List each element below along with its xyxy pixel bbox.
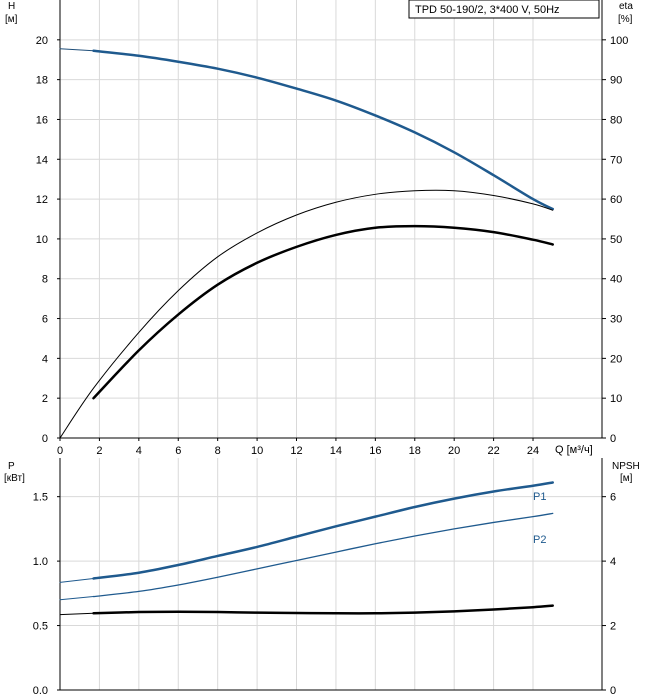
npsh-axis-label: NPSH xyxy=(612,461,640,472)
tick-label-left: 16 xyxy=(36,114,48,126)
series-line-p1 xyxy=(92,481,554,580)
tick-label-left: 0.5 xyxy=(33,621,48,633)
h-axis-unit: [м] xyxy=(5,14,18,25)
tick-label-x: 2 xyxy=(96,445,102,457)
tick-label-x: 6 xyxy=(175,445,181,457)
series-line-p1-ext xyxy=(59,578,95,583)
tick-label-right: 60 xyxy=(610,194,622,206)
tick-label-left: 0.0 xyxy=(33,685,48,697)
p-axis-unit: [кВт] xyxy=(4,473,25,484)
power-npsh-panel: 0.0 0.5 1.0 1.5 0 2 4 6 P [кВт] NPSH [м] P1 P2 xyxy=(4,458,640,697)
tick-label-left: 8 xyxy=(42,274,48,286)
p2-series-label: P2 xyxy=(533,534,546,546)
npsh-axis-unit: [м] xyxy=(620,473,633,484)
series-line-npsh xyxy=(92,604,554,615)
series-line-p2 xyxy=(92,512,554,598)
tick-label-right: 100 xyxy=(610,35,628,47)
tick-label-x: 24 xyxy=(527,445,539,457)
tick-label-right: 50 xyxy=(610,234,622,246)
eta-axis-unit: [%] xyxy=(618,14,633,25)
tick-label-right: 80 xyxy=(610,114,622,126)
series-line-p2-ext xyxy=(59,596,95,601)
tick-label-right: 0 xyxy=(610,433,616,445)
tick-label-x: 22 xyxy=(487,445,499,457)
series-line-eta-thin xyxy=(59,189,554,439)
series-line-h xyxy=(92,49,554,211)
p1-series-label: P1 xyxy=(533,491,546,503)
tick-label-left: 4 xyxy=(42,353,48,365)
head-efficiency-panel: 0246810121416182001020304050607080901000… xyxy=(5,0,633,457)
tick-label-left: 18 xyxy=(36,75,48,87)
tick-label-x: 4 xyxy=(136,445,142,457)
tick-label-right: 70 xyxy=(610,154,622,166)
tick-label-right: 2 xyxy=(610,621,616,633)
tick-label-right: 30 xyxy=(610,314,622,326)
tick-label-left: 1.0 xyxy=(33,556,48,568)
tick-label-right: 4 xyxy=(610,556,616,568)
tick-label-right: 0 xyxy=(610,685,616,697)
tick-label-left: 12 xyxy=(36,194,48,206)
h-axis-label: H xyxy=(8,1,15,12)
tick-label-left: 14 xyxy=(36,154,48,166)
tick-label-x: 8 xyxy=(215,445,221,457)
p-axis-label: P xyxy=(8,461,15,472)
tick-label-x: 10 xyxy=(251,445,263,457)
tick-label-right: 40 xyxy=(610,274,622,286)
tick-label-left: 6 xyxy=(42,314,48,326)
tick-label-x: 18 xyxy=(409,445,421,457)
series-line-h-ext xyxy=(59,48,95,52)
tick-label-right: 10 xyxy=(610,393,622,405)
tick-label-right: 6 xyxy=(610,492,616,504)
tick-label-right: 90 xyxy=(610,75,622,87)
eta-axis-label: eta xyxy=(619,1,633,12)
title-box: TPD 50-190/2, 3*400 V, 50Hz xyxy=(408,0,600,19)
series-line-npsh-ext xyxy=(59,612,95,616)
tick-label-right: 20 xyxy=(610,353,622,365)
chart-title: TPD 50-190/2, 3*400 V, 50Hz xyxy=(415,4,560,16)
tick-label-x: 20 xyxy=(448,445,460,457)
tick-label-x: 12 xyxy=(290,445,302,457)
tick-label-left: 1.5 xyxy=(33,492,48,504)
tick-label-left: 2 xyxy=(42,393,48,405)
x-axis-label: Q [м³/ч] xyxy=(555,444,593,456)
tick-label-x: 0 xyxy=(57,445,63,457)
series-line-eta-thick xyxy=(92,224,554,400)
tick-label-left: 20 xyxy=(36,35,48,47)
tick-label-x: 16 xyxy=(369,445,381,457)
tick-label-left: 0 xyxy=(42,433,48,445)
tick-label-left: 10 xyxy=(36,234,48,246)
tick-label-x: 14 xyxy=(330,445,342,457)
